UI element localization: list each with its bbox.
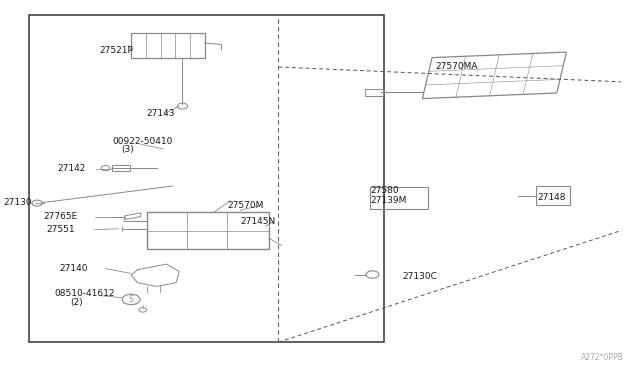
Text: 27570M: 27570M (227, 201, 264, 210)
Text: S: S (129, 295, 134, 304)
Bar (29, 15, 384, 342)
Bar (370, 187, 428, 209)
Bar (147, 212, 269, 249)
Text: (2): (2) (70, 298, 83, 307)
Text: 00922-50410: 00922-50410 (112, 137, 172, 146)
Text: 27130C: 27130C (402, 272, 436, 280)
Bar (112, 165, 130, 171)
Text: 08510-41612: 08510-41612 (54, 289, 115, 298)
Text: 27551: 27551 (46, 225, 75, 234)
Text: 27570MA: 27570MA (435, 62, 477, 71)
Text: 27143: 27143 (146, 109, 175, 118)
Text: 27521P: 27521P (99, 46, 133, 55)
Text: 27765E: 27765E (44, 212, 78, 221)
Bar (365, 89, 383, 96)
Bar (131, 33, 205, 58)
Text: 27140: 27140 (59, 264, 88, 273)
Text: 27145N: 27145N (240, 217, 275, 226)
Text: 27130: 27130 (3, 198, 32, 207)
Text: A272*0PPB: A272*0PPB (581, 353, 624, 362)
Text: (3): (3) (122, 145, 134, 154)
Text: 27139M: 27139M (370, 196, 406, 205)
Text: 27580: 27580 (370, 186, 399, 195)
Text: 27148: 27148 (538, 193, 566, 202)
Text: 27142: 27142 (58, 164, 86, 173)
Bar (536, 186, 570, 205)
